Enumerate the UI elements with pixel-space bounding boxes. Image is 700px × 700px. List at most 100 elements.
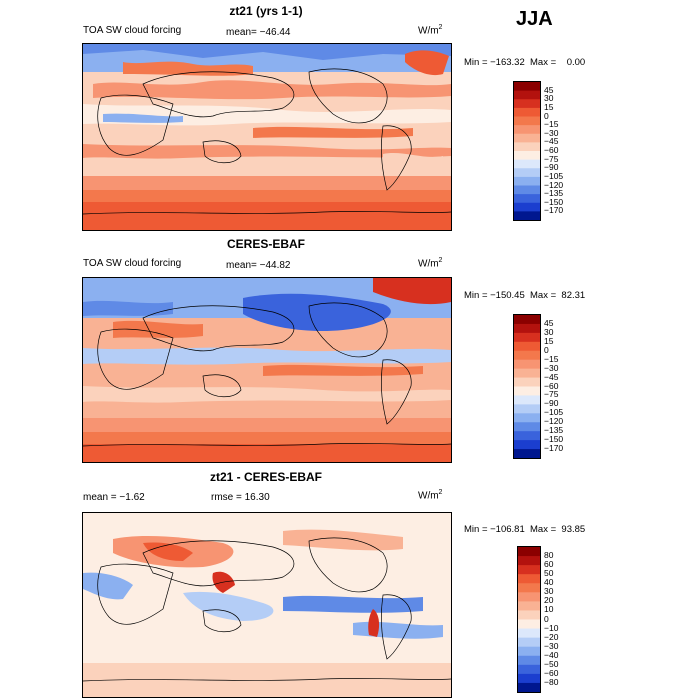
colorbar-tick-label: 40 bbox=[544, 577, 554, 588]
colorbar-tick-label: −75 bbox=[544, 153, 559, 164]
colorbar-swatch bbox=[514, 107, 540, 118]
panel-1-title: zt21 (yrs 1-1) bbox=[229, 4, 303, 18]
colorbar-tick-label: −135 bbox=[544, 425, 564, 436]
colorbar-tick-label: −15 bbox=[544, 119, 559, 130]
colorbar-swatch bbox=[514, 211, 540, 220]
colorbar-swatch bbox=[518, 637, 540, 648]
colorbar-swatch bbox=[514, 404, 540, 414]
panel-3-rmse-label: rmse = 16.30 bbox=[211, 492, 270, 503]
panel-1-colorbar-swatches bbox=[514, 82, 540, 220]
colorbar-swatch bbox=[514, 202, 540, 212]
panel-1-map bbox=[82, 43, 452, 231]
colorbar-tick-label: 30 bbox=[544, 93, 554, 104]
colorbar-tick-label: 0 bbox=[544, 613, 549, 624]
panel-2-map bbox=[82, 277, 452, 463]
colorbar-swatch bbox=[514, 431, 540, 441]
colorbar-tick-label: −80 bbox=[544, 676, 559, 687]
colorbar-swatch bbox=[514, 315, 540, 325]
colorbar-tick-label: −15 bbox=[544, 353, 559, 364]
colorbar-tick-label: −150 bbox=[544, 196, 564, 207]
colorbar-tick-label: 60 bbox=[544, 559, 554, 570]
colorbar-tick-label: 50 bbox=[544, 568, 554, 579]
colorbar-tick-label: −135 bbox=[544, 188, 564, 199]
panel-2-variable-label: TOA SW cloud forcing bbox=[83, 258, 182, 269]
colorbar-swatch bbox=[518, 646, 540, 657]
colorbar-tick-label: −90 bbox=[544, 162, 559, 173]
panel-1-variable-label: TOA SW cloud forcing bbox=[83, 25, 182, 36]
colorbar-tick-label: 30 bbox=[544, 586, 554, 597]
colorbar-swatch bbox=[518, 655, 540, 666]
panel-1-colorbar bbox=[513, 81, 541, 221]
colorbar-swatch bbox=[514, 341, 540, 352]
panel-1-minmax: Min = −163.32 Max = 0.00 bbox=[464, 57, 586, 68]
colorbar-tick-label: 45 bbox=[544, 317, 554, 328]
colorbar-swatch bbox=[514, 176, 540, 187]
colorbar-swatch bbox=[518, 592, 540, 602]
colorbar-tick-label: −45 bbox=[544, 371, 559, 382]
colorbar-tick-label: −30 bbox=[544, 127, 559, 138]
colorbar-swatch bbox=[514, 359, 540, 370]
panel-3-mean-label: mean = −1.62 bbox=[83, 492, 145, 503]
panel-3-title: zt21 - CERES-EBAF bbox=[209, 470, 322, 484]
colorbar-swatch bbox=[514, 116, 540, 126]
colorbar-tick-label: 0 bbox=[544, 344, 549, 355]
colorbar-tick-label: 80 bbox=[544, 550, 554, 561]
panel-3-minmax: Min = −106.81 Max = 93.85 bbox=[464, 524, 586, 535]
colorbar-tick-label: −60 bbox=[544, 667, 559, 678]
colorbar-tick-label: −60 bbox=[544, 145, 559, 155]
colorbar-swatch bbox=[514, 377, 540, 387]
colorbar-swatch bbox=[518, 628, 540, 639]
colorbar-swatch bbox=[514, 422, 540, 432]
panel-3-colorbar bbox=[517, 546, 541, 693]
colorbar-swatch bbox=[514, 159, 540, 169]
panel-3-colorbar-swatches bbox=[518, 547, 540, 692]
panel-1-unit-label: W/m2 bbox=[418, 24, 443, 37]
colorbar-swatch bbox=[518, 547, 540, 557]
colorbar-swatch bbox=[518, 556, 540, 566]
colorbar-swatch bbox=[518, 664, 540, 675]
colorbar-swatch bbox=[518, 601, 540, 611]
colorbar-tick-label: −105 bbox=[544, 170, 564, 181]
panel-2-mean-label: mean= −44.82 bbox=[226, 260, 291, 271]
colorbar-tick-label: −50 bbox=[544, 658, 559, 669]
colorbar-tick-label: −120 bbox=[544, 179, 564, 190]
colorbar-swatch bbox=[518, 565, 540, 575]
colorbar-swatch bbox=[514, 168, 540, 178]
colorbar-tick-label: −170 bbox=[544, 443, 564, 454]
panel-3-map bbox=[82, 512, 452, 698]
colorbar-swatch bbox=[514, 395, 540, 405]
panel-1-mean-label: mean= −46.44 bbox=[226, 27, 291, 38]
panel-2-title: CERES-EBAF bbox=[226, 237, 305, 251]
colorbar-tick-label: −45 bbox=[544, 136, 559, 147]
colorbar-swatch bbox=[518, 583, 540, 593]
colorbar-tick-label: 15 bbox=[544, 335, 554, 346]
colorbar-swatch bbox=[514, 323, 540, 334]
colorbar-swatch bbox=[514, 194, 540, 204]
colorbar-tick-label: 0 bbox=[544, 110, 549, 121]
panel-1-map-plot bbox=[83, 44, 451, 230]
colorbar-swatch bbox=[514, 413, 540, 423]
panel-2-unit-label: W/m2 bbox=[418, 257, 443, 270]
colorbar-tick-label: −170 bbox=[544, 205, 564, 216]
colorbar-tick-label: −40 bbox=[544, 649, 559, 660]
colorbar-swatch bbox=[514, 125, 540, 135]
colorbar-swatch bbox=[514, 386, 540, 396]
colorbar-tick-label: −75 bbox=[544, 389, 559, 400]
colorbar-swatch bbox=[514, 440, 540, 450]
colorbar-swatch bbox=[514, 90, 540, 100]
colorbar-swatch bbox=[518, 673, 540, 684]
panel-2-map-plot bbox=[83, 278, 451, 462]
panel-2-colorbar-swatches bbox=[514, 315, 540, 458]
colorbar-tick-label: −30 bbox=[544, 640, 559, 651]
colorbar-swatch bbox=[514, 350, 540, 361]
colorbar-swatch bbox=[514, 82, 540, 92]
colorbar-tick-label: −120 bbox=[544, 416, 564, 427]
colorbar-tick-label: −90 bbox=[544, 398, 559, 409]
colorbar-tick-label: −60 bbox=[544, 380, 559, 391]
colorbar-swatch bbox=[514, 99, 540, 109]
colorbar-tick-label: 15 bbox=[544, 101, 554, 112]
panel-3-map-plot bbox=[83, 513, 451, 697]
colorbar-tick-label: −150 bbox=[544, 434, 564, 445]
colorbar-swatch bbox=[514, 368, 540, 379]
colorbar-swatch bbox=[514, 151, 540, 161]
